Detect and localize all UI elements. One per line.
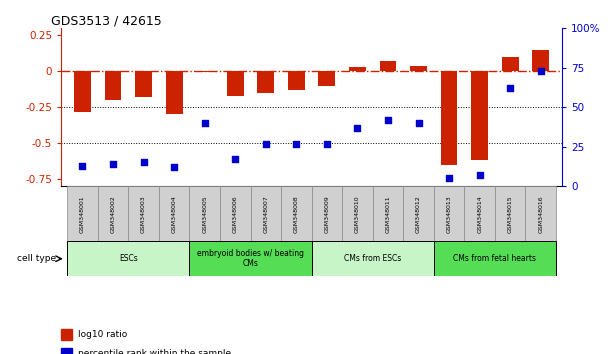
Text: GSM348001: GSM348001 xyxy=(80,195,85,233)
Text: GSM348015: GSM348015 xyxy=(508,195,513,233)
Text: GSM348008: GSM348008 xyxy=(294,195,299,233)
Bar xyxy=(434,241,556,276)
Bar xyxy=(434,186,464,241)
Bar xyxy=(342,186,373,241)
Text: GSM348004: GSM348004 xyxy=(172,195,177,233)
Bar xyxy=(532,50,549,72)
Bar xyxy=(441,72,458,165)
Point xyxy=(139,160,148,165)
Point xyxy=(230,156,240,162)
Bar xyxy=(471,72,488,160)
Bar xyxy=(379,61,397,72)
Point xyxy=(444,176,454,181)
Text: CMs from ESCs: CMs from ESCs xyxy=(344,254,401,263)
Bar xyxy=(128,186,159,241)
Point xyxy=(353,125,362,131)
Bar xyxy=(464,186,495,241)
Bar xyxy=(403,186,434,241)
Bar xyxy=(220,186,251,241)
Text: GSM348002: GSM348002 xyxy=(111,195,115,233)
Point xyxy=(261,141,271,146)
Bar xyxy=(67,186,98,241)
Point xyxy=(536,68,546,74)
Text: ESCs: ESCs xyxy=(119,254,137,263)
Point xyxy=(505,85,515,91)
Text: GSM348010: GSM348010 xyxy=(355,195,360,233)
Bar xyxy=(349,67,366,72)
Point xyxy=(78,163,87,169)
Text: GSM348016: GSM348016 xyxy=(538,195,543,233)
Text: GSM348014: GSM348014 xyxy=(477,195,482,233)
Bar xyxy=(189,241,312,276)
Bar xyxy=(288,72,305,90)
Text: log10 ratio: log10 ratio xyxy=(78,330,128,339)
Point xyxy=(291,141,301,146)
Bar xyxy=(251,186,281,241)
Text: GSM348012: GSM348012 xyxy=(416,195,421,233)
Text: GSM348003: GSM348003 xyxy=(141,195,146,233)
Point xyxy=(169,164,179,170)
Bar xyxy=(257,72,274,93)
Text: GSM348006: GSM348006 xyxy=(233,195,238,233)
Bar xyxy=(74,72,91,112)
Text: GSM348007: GSM348007 xyxy=(263,195,268,233)
Point xyxy=(383,117,393,123)
Bar xyxy=(410,65,427,72)
Text: GSM348013: GSM348013 xyxy=(447,195,452,233)
Bar xyxy=(502,57,519,72)
Bar xyxy=(318,72,335,86)
Point xyxy=(475,172,485,178)
Point xyxy=(414,120,423,126)
Text: GSM348011: GSM348011 xyxy=(386,195,390,233)
Text: CMs from fetal hearts: CMs from fetal hearts xyxy=(453,254,536,263)
Bar xyxy=(281,186,312,241)
Bar xyxy=(312,186,342,241)
Bar xyxy=(104,72,122,100)
Text: embryoid bodies w/ beating
CMs: embryoid bodies w/ beating CMs xyxy=(197,249,304,268)
Bar xyxy=(525,186,556,241)
Bar xyxy=(189,186,220,241)
Bar xyxy=(227,72,244,96)
Bar xyxy=(166,72,183,114)
Bar xyxy=(135,72,152,97)
Point xyxy=(108,161,118,167)
Text: GSM348009: GSM348009 xyxy=(324,195,329,233)
Text: GDS3513 / 42615: GDS3513 / 42615 xyxy=(51,14,162,27)
Bar xyxy=(312,241,434,276)
Point xyxy=(322,141,332,146)
Text: GSM348005: GSM348005 xyxy=(202,195,207,233)
Point xyxy=(200,120,210,126)
Text: percentile rank within the sample: percentile rank within the sample xyxy=(78,349,232,354)
Bar xyxy=(67,241,189,276)
Bar xyxy=(159,186,189,241)
Bar xyxy=(98,186,128,241)
Bar xyxy=(373,186,403,241)
Text: cell type: cell type xyxy=(17,254,56,263)
Bar xyxy=(495,186,525,241)
